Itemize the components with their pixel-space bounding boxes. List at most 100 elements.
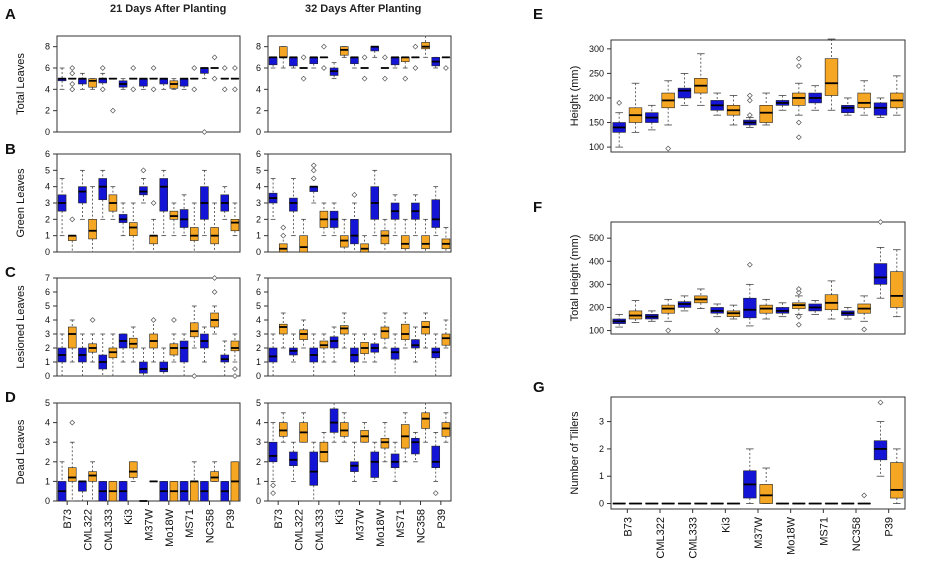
box-blue-mo18w <box>370 169 380 237</box>
y-tick-label: 2 <box>45 106 50 116</box>
box-body <box>78 481 87 492</box>
y-tick-label: 0 <box>256 127 261 137</box>
box-orange-ms71 <box>189 461 199 502</box>
box-blue-p39 <box>220 186 230 220</box>
outlier-point <box>221 65 228 71</box>
outlier-point <box>221 86 228 93</box>
box-body <box>67 326 77 349</box>
box-blue-cml333 <box>98 480 108 502</box>
box-blue-nc358 <box>841 307 855 320</box>
box-orange-p39 <box>441 319 451 349</box>
outlier-point <box>191 373 198 379</box>
box-blue-cml333 <box>98 169 108 220</box>
outlier-point <box>211 54 218 61</box>
outlier-point <box>69 86 76 93</box>
box-blue-mo18w <box>370 441 380 482</box>
box-body <box>189 227 199 241</box>
box-orange-m37w <box>149 317 158 363</box>
box-body <box>370 451 380 478</box>
y-tick-label: 5 <box>256 165 261 175</box>
y-tick-label: 200 <box>589 302 604 312</box>
outlier-point <box>69 65 76 71</box>
y-tick-label: 1 <box>256 231 261 241</box>
box-body <box>759 484 773 504</box>
box-orange-mo18w <box>169 317 179 363</box>
box-orange-mo18w <box>380 422 390 463</box>
x-category-label: M37W <box>753 516 765 548</box>
box-blue-b73 <box>612 99 626 148</box>
box-orange-nc358 <box>210 275 219 335</box>
box-blue-m37w <box>743 448 757 504</box>
box-blue-m37w <box>743 261 757 327</box>
box-orange-m37w <box>360 54 369 82</box>
y-tick-label: 6 <box>45 63 50 73</box>
box-body <box>139 361 148 374</box>
box-orange-b73 <box>278 224 288 253</box>
box-body <box>411 339 420 349</box>
x-category-label: CML322 <box>294 509 306 551</box>
outlier-point <box>795 119 802 126</box>
box-body <box>431 199 441 228</box>
box-blue-b73 <box>268 333 278 377</box>
box-orange-mo18w <box>792 55 806 141</box>
y-tick-label: 3 <box>256 198 261 208</box>
box-orange-m37w <box>759 298 773 320</box>
box-blue-cml322 <box>645 310 659 322</box>
box-blue-ki3 <box>710 92 724 116</box>
outlier-point <box>795 63 802 69</box>
y-tick-label: 150 <box>589 118 604 128</box>
box-orange-m37w <box>149 65 158 93</box>
plot-frame <box>56 277 241 377</box>
box-body <box>88 219 97 240</box>
box-blue-p39 <box>873 219 888 299</box>
box-body <box>289 451 298 467</box>
outlier-point <box>310 175 317 182</box>
box-orange-p39 <box>890 75 904 116</box>
y-tick-label: 250 <box>589 68 604 78</box>
box-orange-cml333 <box>108 77 118 114</box>
outlier-point <box>99 65 106 71</box>
box-orange-mo18w <box>380 54 390 82</box>
box-blue-cml333 <box>98 333 108 377</box>
box-blue-p39 <box>220 340 230 377</box>
box-body <box>759 105 773 123</box>
y-tick-label: 5 <box>45 301 50 311</box>
outlier-point <box>270 490 276 497</box>
box-body <box>380 437 390 449</box>
x-category-label: P39 <box>436 509 448 529</box>
box-orange-cml322 <box>661 298 675 334</box>
box-orange-ms71 <box>400 56 410 82</box>
panel-C21: C Lesioned Leaves 0 1 2 3 4 5 6 7 <box>5 264 241 381</box>
box-orange-p39 <box>890 448 904 504</box>
outlier-point <box>746 112 753 119</box>
panel-D32: 0 1 2 3 4 5 B73 CML322 CML333 Ki3 M37W Mo18W MS71 NC3… <box>256 398 452 551</box>
panel-D21: D Dead Leaves 0 1 2 3 4 5 B73 CML322 CML333 Ki3 M37W… <box>5 389 241 551</box>
plot-frame <box>610 396 906 510</box>
outlier-point <box>99 86 106 93</box>
box-body <box>67 467 77 482</box>
panel-letter-A: A <box>5 6 16 23</box>
x-category-label: Ki3 <box>123 509 135 525</box>
outlier-point <box>270 482 276 489</box>
box-body <box>380 230 390 245</box>
box-orange-cml333 <box>108 186 118 220</box>
box-body <box>189 322 199 338</box>
box-body <box>339 422 349 437</box>
panel-G: G Number of Tillers 0 1 2 3 B73 CML322 CML333 Ki3… <box>533 379 906 559</box>
box-orange-mo18w <box>792 286 806 328</box>
box-blue-p39 <box>873 399 888 477</box>
box-orange-ms71 <box>400 312 410 349</box>
box-body <box>210 471 219 482</box>
y-tick-label: 3 <box>256 329 261 339</box>
box-orange-cml322 <box>299 319 308 349</box>
panel-letter-B: B <box>5 141 16 158</box>
y-axis-label: Number of Tillers <box>569 411 581 495</box>
box-body <box>824 58 839 96</box>
y-axis-label: Green Leaves <box>15 168 27 238</box>
box-body <box>159 178 169 212</box>
outlier-point <box>861 492 868 499</box>
box-body <box>441 333 451 346</box>
panel-A32: 0 2 4 6 8 <box>256 35 452 137</box>
box-body <box>339 46 349 56</box>
box-orange-p39 <box>230 202 240 237</box>
